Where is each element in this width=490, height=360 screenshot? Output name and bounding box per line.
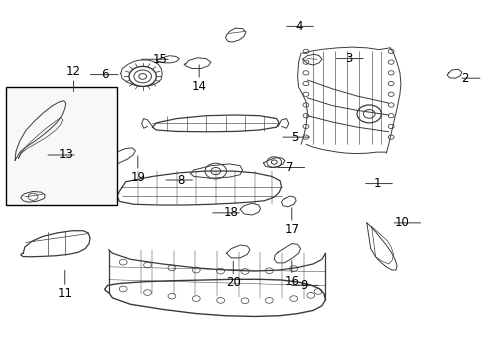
- Text: 16: 16: [284, 275, 299, 288]
- Text: 1: 1: [374, 177, 381, 190]
- Text: 20: 20: [226, 276, 241, 289]
- Text: 7: 7: [286, 161, 294, 174]
- Text: 3: 3: [345, 52, 352, 65]
- Text: 18: 18: [223, 206, 239, 219]
- Text: 6: 6: [101, 68, 109, 81]
- Text: 15: 15: [152, 53, 167, 66]
- Text: 9: 9: [300, 279, 307, 292]
- Text: 14: 14: [192, 80, 207, 93]
- Text: 2: 2: [462, 72, 469, 85]
- Text: 13: 13: [59, 148, 74, 162]
- Bar: [6, 87, 117, 205]
- Text: 8: 8: [177, 174, 184, 186]
- Text: 5: 5: [291, 131, 298, 144]
- Text: 17: 17: [284, 223, 299, 236]
- Text: 10: 10: [395, 216, 410, 229]
- Text: 11: 11: [57, 287, 72, 300]
- Text: 12: 12: [66, 65, 81, 78]
- Text: 4: 4: [295, 20, 302, 33]
- Text: 19: 19: [130, 171, 146, 184]
